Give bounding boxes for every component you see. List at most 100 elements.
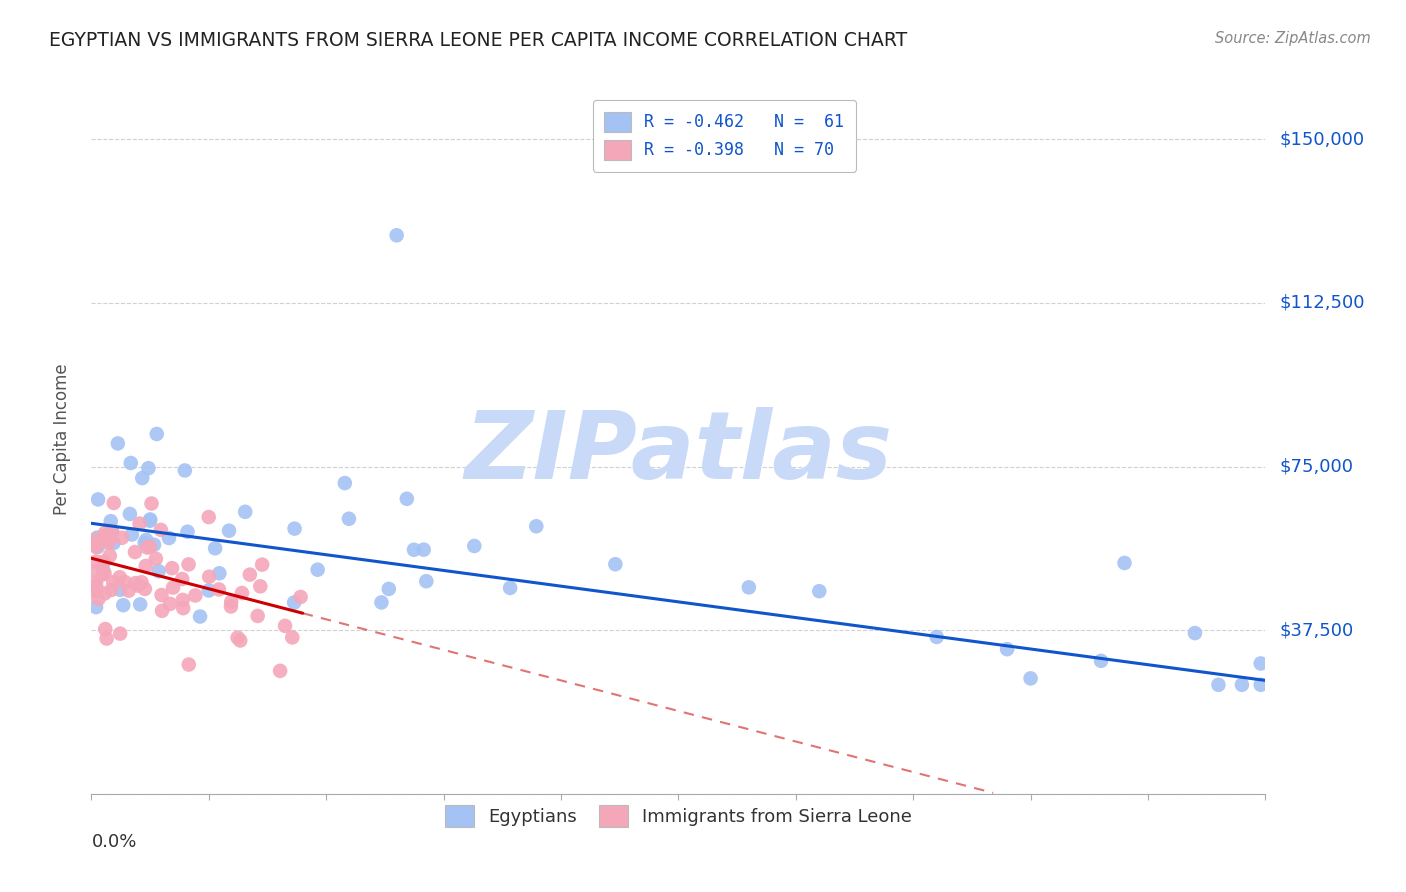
- Point: [114, 574, 136, 589]
- Point: [149, 523, 172, 537]
- Point: [177, 558, 200, 572]
- Point: [246, 609, 269, 624]
- Point: [121, 527, 143, 541]
- Point: [139, 540, 162, 554]
- Point: [290, 590, 312, 604]
- Point: [226, 631, 249, 645]
- Point: [402, 542, 425, 557]
- Point: [150, 604, 173, 618]
- Point: [143, 538, 166, 552]
- Point: [107, 436, 129, 450]
- Point: [198, 570, 221, 584]
- Point: [103, 496, 125, 510]
- Point: [139, 512, 162, 526]
- Point: [84, 585, 107, 599]
- Point: [112, 598, 135, 612]
- Point: [239, 567, 262, 582]
- Point: [281, 631, 304, 645]
- Point: [128, 516, 150, 531]
- Point: [118, 507, 141, 521]
- Point: [84, 579, 107, 593]
- Y-axis label: Per Capita Income: Per Capita Income: [52, 364, 70, 515]
- Point: [98, 549, 121, 563]
- Point: [808, 584, 831, 599]
- Point: [86, 540, 108, 554]
- Point: [188, 609, 211, 624]
- Point: [93, 586, 115, 600]
- Point: [283, 595, 305, 609]
- Point: [197, 583, 219, 598]
- Point: [208, 566, 231, 581]
- Point: [100, 523, 122, 537]
- Point: [159, 597, 181, 611]
- Point: [124, 576, 146, 591]
- Point: [378, 582, 401, 596]
- Point: [395, 491, 418, 506]
- Point: [176, 524, 198, 539]
- Point: [108, 570, 131, 584]
- Point: [84, 582, 107, 597]
- Point: [120, 456, 142, 470]
- Point: [101, 524, 124, 539]
- Text: ZIPatlas: ZIPatlas: [464, 408, 893, 500]
- Point: [103, 536, 125, 550]
- Text: $112,500: $112,500: [1279, 294, 1365, 312]
- Point: [87, 592, 110, 607]
- Point: [93, 555, 115, 569]
- Point: [129, 598, 152, 612]
- Point: [111, 531, 134, 545]
- Point: [100, 582, 122, 597]
- Point: [150, 588, 173, 602]
- Point: [98, 533, 121, 548]
- Point: [173, 463, 195, 477]
- Text: 0.0%: 0.0%: [91, 833, 136, 851]
- Point: [87, 492, 110, 507]
- Point: [337, 512, 360, 526]
- Point: [141, 496, 163, 510]
- Point: [97, 536, 120, 550]
- Point: [94, 525, 117, 540]
- Point: [283, 522, 305, 536]
- Text: $150,000: $150,000: [1279, 130, 1365, 148]
- Point: [100, 514, 122, 528]
- Point: [231, 586, 253, 600]
- Point: [274, 619, 297, 633]
- Point: [131, 471, 153, 485]
- Point: [145, 427, 167, 442]
- Point: [84, 540, 107, 554]
- Point: [1250, 657, 1272, 671]
- Point: [86, 531, 108, 545]
- Point: [172, 601, 194, 615]
- Point: [1019, 672, 1042, 686]
- Point: [249, 579, 271, 593]
- Point: [1090, 654, 1112, 668]
- Point: [93, 566, 115, 581]
- Point: [138, 461, 160, 475]
- Text: Source: ZipAtlas.com: Source: ZipAtlas.com: [1215, 31, 1371, 46]
- Point: [499, 581, 522, 595]
- Point: [127, 579, 149, 593]
- Point: [93, 529, 115, 543]
- Point: [134, 536, 156, 550]
- Point: [1208, 678, 1230, 692]
- Point: [463, 539, 485, 553]
- Point: [157, 531, 180, 545]
- Point: [219, 595, 242, 609]
- Point: [385, 228, 408, 243]
- Point: [145, 551, 167, 566]
- Point: [131, 575, 153, 590]
- Text: $37,500: $37,500: [1279, 621, 1354, 640]
- Point: [307, 563, 329, 577]
- Point: [333, 476, 356, 491]
- Point: [184, 589, 207, 603]
- Point: [84, 580, 107, 594]
- Point: [229, 633, 252, 648]
- Point: [1184, 626, 1206, 640]
- Point: [84, 533, 107, 547]
- Point: [204, 541, 226, 556]
- Text: EGYPTIAN VS IMMIGRANTS FROM SIERRA LEONE PER CAPITA INCOME CORRELATION CHART: EGYPTIAN VS IMMIGRANTS FROM SIERRA LEONE…: [49, 31, 907, 50]
- Point: [91, 567, 114, 582]
- Point: [84, 575, 107, 590]
- Point: [1230, 678, 1253, 692]
- Point: [148, 564, 170, 578]
